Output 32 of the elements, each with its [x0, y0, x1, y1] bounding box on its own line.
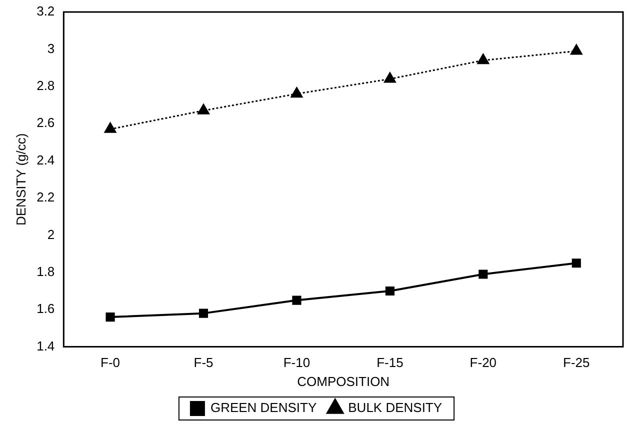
- y-tick-label: 2.6: [36, 115, 55, 130]
- y-tick-label: 3.2: [36, 4, 55, 19]
- y-tick-label: 2.4: [36, 152, 55, 168]
- point: [104, 122, 116, 133]
- point: [570, 44, 582, 55]
- point: [477, 54, 490, 64]
- x-tick-label: F-20: [470, 355, 497, 370]
- x-tick-label: F-0: [100, 355, 120, 370]
- point: [290, 87, 303, 98]
- point: [384, 72, 396, 83]
- y-tick-label: 2: [47, 226, 55, 242]
- y-tick-label: 2.8: [36, 78, 55, 93]
- y-tick-label: 1.8: [36, 264, 55, 279]
- point: [106, 312, 115, 322]
- legend-label: GREEN DENSITY: [210, 400, 317, 416]
- point: [198, 104, 210, 114]
- y-tick-label: 3: [47, 40, 55, 56]
- x-tick-label: F-5: [194, 355, 214, 370]
- y-tick-label: 1.4: [36, 338, 55, 354]
- point: [478, 270, 488, 279]
- point: [572, 258, 581, 268]
- x-tick-label: F-25: [563, 355, 590, 370]
- point: [198, 308, 208, 318]
- y-axis-title: DENSITY (g/cc): [13, 133, 28, 226]
- x-tick-label: F-10: [283, 355, 310, 370]
- x-tick-label: F-15: [376, 355, 404, 370]
- y-tick-label: 2.2: [36, 190, 55, 205]
- y-tick-label: 1.6: [36, 301, 55, 316]
- point: [292, 296, 302, 305]
- x-axis-title: COMPOSITION: [297, 374, 390, 389]
- legend-label: BULK DENSITY: [348, 400, 442, 416]
- point: [385, 286, 394, 296]
